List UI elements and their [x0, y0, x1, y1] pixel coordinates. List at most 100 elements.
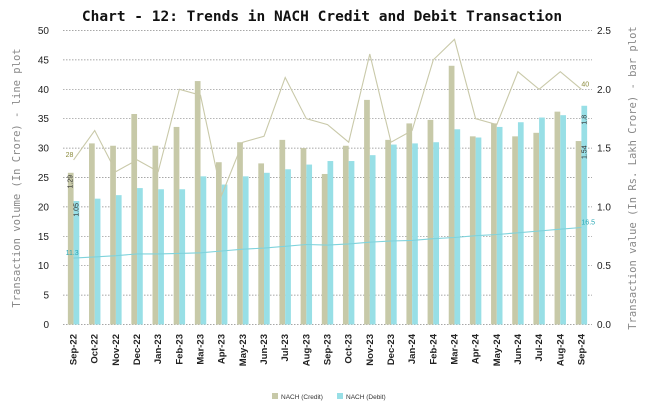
credit-volume-line [73, 38, 582, 197]
left-tick-label: 40 [38, 85, 50, 96]
bar-debit-Jun-23 [264, 172, 270, 325]
bar-credit-Feb-23 [173, 126, 180, 325]
bar-credit-Dec-22 [131, 113, 138, 325]
bar-credit-Apr-24 [469, 136, 476, 325]
bar-debit-May-23 [242, 176, 249, 325]
data-labels: 1.29 1.05 28 11.3 1.54 1.8 40 16.5 [66, 81, 596, 257]
x-tick-label: Sep-22 [69, 334, 80, 365]
bar-debit-Feb-24 [433, 142, 440, 325]
bar-debit-Mar-24 [454, 129, 461, 325]
x-tick-label: Jun-24 [513, 333, 524, 364]
legend-swatch-debit [337, 393, 343, 399]
left-tick-label: 45 [38, 55, 50, 66]
x-tick-label: Apr-23 [217, 334, 228, 364]
left-axis-title: Transaction volume (In Crore) - line plo… [11, 48, 23, 307]
x-tick-label: Aug-23 [301, 334, 312, 366]
x-tick-label: Dec-22 [132, 334, 143, 365]
left-tick-label: 5 [43, 291, 49, 302]
bar-credit-Apr-23 [215, 162, 222, 325]
chart-title: Chart - 12: Trends in NACH Credit and De… [82, 9, 562, 25]
x-tick-label: Oct-22 [90, 334, 101, 364]
legend-swatch-credit [272, 393, 278, 399]
right-tick-label: 0.0 [597, 320, 611, 331]
x-tick-label: Sep-23 [323, 334, 334, 365]
data-label: 1.8 [581, 115, 588, 125]
bar-debit-Nov-23 [369, 155, 376, 325]
left-tick-label: 10 [38, 261, 50, 272]
left-tick-label: 35 [38, 114, 50, 125]
bar-debit-Jul-24 [539, 117, 545, 325]
bar-credit-Oct-22 [89, 143, 95, 325]
bar-debit-Jun-24 [517, 122, 524, 325]
bar-debit-Nov-22 [115, 195, 122, 325]
axis-ticks: 0 5 10 15 20 25 30 35 40 45 50 0.0 0.5 1.0 1.5 2.0 2.5 Se… [38, 26, 611, 366]
x-tick-label: Sep-24 [576, 333, 587, 365]
left-tick-label: 15 [38, 232, 50, 243]
right-tick-label: 0.5 [597, 261, 611, 272]
x-tick-label: Jan-23 [153, 334, 164, 364]
bar-debit-Oct-22 [94, 198, 101, 325]
bar-credit-Jan-23 [152, 145, 159, 325]
left-tick-label: 20 [38, 202, 50, 213]
bar-credit-Sep-23 [321, 173, 328, 325]
x-tick-label: Nov-23 [365, 334, 376, 366]
bar-credit-Aug-24 [554, 111, 561, 325]
x-tick-label: Jul-24 [534, 333, 545, 361]
data-label: 1.05 [73, 203, 80, 217]
bar-credit-Feb-24 [427, 119, 434, 325]
bar-debit-Jul-23 [285, 169, 291, 325]
bar-debit-Aug-24 [560, 115, 566, 325]
right-tick-label: 1.0 [597, 202, 611, 213]
bar-debit-Oct-23 [348, 161, 355, 325]
bar-debit-Apr-23 [221, 184, 228, 325]
bar-credit-Nov-23 [364, 99, 370, 325]
right-tick-label: 2.5 [597, 26, 611, 37]
x-tick-label: Jan-24 [407, 333, 418, 364]
bar-debit-Mar-23 [200, 176, 207, 325]
x-tick-label: Jun-23 [259, 334, 270, 365]
x-tick-label: Aug-24 [555, 333, 566, 366]
bar-debit-Apr-24 [475, 137, 482, 325]
data-label: 28 [66, 152, 74, 159]
left-tick-label: 25 [38, 173, 50, 184]
bar-credit-Mar-23 [194, 81, 201, 325]
debit-volume-line [73, 226, 582, 259]
bar-credit-Jun-24 [512, 136, 518, 325]
x-tick-label: Mar-24 [449, 333, 460, 364]
bar-debit-Jan-24 [412, 143, 418, 325]
bar-credit-Jan-24 [406, 123, 413, 325]
x-tick-label: Feb-24 [428, 333, 439, 364]
bar-credit-Jul-24 [533, 132, 540, 325]
left-tick-label: 50 [38, 26, 50, 37]
bar-credit-Nov-22 [110, 145, 116, 325]
right-axis-title: Transaction value (In Rs. Lakh Crore) - … [627, 26, 639, 329]
legend-label-credit: NACH (Credit) [281, 394, 323, 401]
bar-debit-May-24 [496, 126, 503, 325]
bars [67, 65, 588, 325]
line-series [73, 38, 582, 259]
bar-credit-Aug-23 [300, 148, 307, 325]
bar-debit-Feb-23 [179, 189, 186, 325]
x-tick-label: Dec-23 [386, 334, 397, 365]
x-tick-label: Jul-23 [280, 334, 291, 361]
bar-credit-Sep-24 [575, 141, 582, 325]
legend-label-debit: NACH (Debit) [346, 394, 386, 401]
x-tick-label: May-24 [492, 333, 503, 366]
right-tick-label: 2.0 [597, 85, 611, 96]
data-label: 1.29 [68, 175, 75, 189]
bar-debit-Sep-24 [581, 105, 588, 325]
bar-debit-Sep-23 [327, 161, 334, 325]
bar-debit-Sep-22 [73, 201, 80, 325]
x-tick-label: Mar-23 [196, 334, 207, 365]
bar-credit-Oct-23 [342, 145, 349, 325]
data-label: 40 [581, 81, 589, 88]
x-tick-label: May-23 [238, 334, 249, 366]
data-label: 11.3 [66, 250, 79, 257]
bar-debit-Dec-22 [137, 188, 143, 325]
bar-credit-Mar-24 [448, 65, 455, 325]
bar-credit-May-24 [491, 123, 497, 325]
x-tick-label: Nov-22 [111, 334, 122, 366]
bar-credit-Jun-23 [258, 163, 265, 325]
bar-credit-Jul-23 [279, 139, 286, 325]
